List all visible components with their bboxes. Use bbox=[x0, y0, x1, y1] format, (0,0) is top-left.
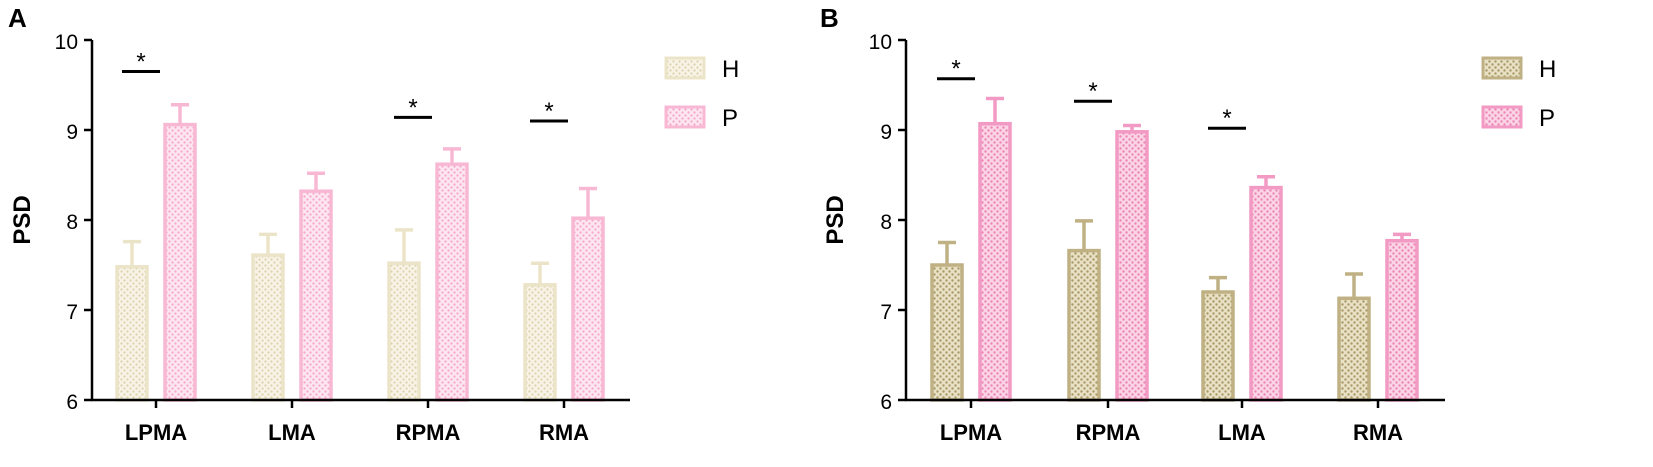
bar-p-rma bbox=[571, 216, 605, 402]
bar-p-lpma bbox=[978, 121, 1012, 402]
panel-a-xtick-label: RMA bbox=[539, 420, 589, 445]
panel-b-bars bbox=[930, 96, 1419, 402]
legend-label-h: H bbox=[722, 56, 739, 83]
bar-p-rma bbox=[1385, 238, 1419, 402]
bar-p-lma bbox=[1249, 185, 1283, 402]
bar-p-lpma bbox=[163, 122, 197, 402]
panel-b-ytick-label: 7 bbox=[880, 301, 892, 324]
significance-star-rpma: * bbox=[408, 94, 417, 121]
significance-star-rpma: * bbox=[1088, 78, 1097, 105]
panel-b-legend: H P bbox=[1481, 56, 1556, 132]
panel-a-bars bbox=[115, 103, 605, 402]
panel-b-xtick-label: RMA bbox=[1353, 420, 1403, 445]
panel-a: A PSD 6 7 8 9 10 LPMA LMA RPMA RMA bbox=[8, 3, 739, 445]
panel-a-ytick-label: 8 bbox=[66, 211, 78, 234]
panel-b-ytick-label: 9 bbox=[880, 121, 892, 144]
bar-h-lma bbox=[251, 253, 285, 402]
bar-p-rpma bbox=[1115, 130, 1149, 402]
bar-h-lpma bbox=[930, 263, 964, 402]
legend-label-p: P bbox=[1539, 105, 1555, 132]
bar-h-lma bbox=[1201, 290, 1235, 402]
legend-swatch-p bbox=[1481, 105, 1523, 129]
legend-label-h: H bbox=[1539, 56, 1556, 83]
panel-a-label: A bbox=[8, 3, 27, 33]
legend-swatch-h bbox=[1481, 56, 1523, 80]
panel-b-xtick-label: LPMA bbox=[940, 420, 1002, 445]
panel-a-ytick-labels: 6 7 8 9 10 bbox=[55, 31, 78, 414]
panel-a-ytick-label: 10 bbox=[55, 31, 78, 54]
panel-b-label: B bbox=[820, 3, 839, 33]
significance-star-lpma: * bbox=[951, 56, 960, 83]
panel-a-xtick-label: LMA bbox=[268, 420, 316, 445]
bar-p-lma bbox=[299, 189, 333, 402]
panel-a-axes bbox=[84, 38, 630, 408]
legend-swatch-p bbox=[664, 105, 706, 129]
legend-swatch-h bbox=[664, 56, 706, 80]
bar-h-rpma bbox=[1067, 248, 1101, 402]
panel-b-axes bbox=[898, 38, 1445, 408]
significance-star-lma: * bbox=[1222, 105, 1231, 132]
panel-a-ytick-label: 6 bbox=[66, 391, 78, 414]
panel-a-significance: * * * bbox=[122, 49, 568, 125]
panel-b-ytick-label: 8 bbox=[880, 211, 892, 234]
panel-b-xtick-labels: LPMA RPMA LMA RMA bbox=[940, 420, 1403, 445]
panel-b-ylabel: PSD bbox=[822, 195, 849, 244]
significance-star-rma: * bbox=[544, 98, 553, 125]
panel-a-xtick-label: LPMA bbox=[125, 420, 187, 445]
panel-a-xtick-label: RPMA bbox=[396, 420, 461, 445]
panel-a-ytick-label: 9 bbox=[66, 121, 78, 144]
bar-h-rma bbox=[1337, 296, 1371, 402]
panel-a-ylabel: PSD bbox=[9, 195, 36, 244]
bar-h-rpma bbox=[387, 261, 421, 402]
panel-a-ytick-label: 7 bbox=[66, 301, 78, 324]
significance-star-lpma: * bbox=[136, 49, 145, 76]
panel-a-legend: H P bbox=[664, 56, 739, 132]
bar-h-rma bbox=[523, 283, 557, 402]
panel-b-ytick-label: 6 bbox=[880, 391, 892, 414]
bar-p-rpma bbox=[435, 162, 469, 402]
panel-b-significance: * * * bbox=[937, 56, 1246, 132]
panel-b-ytick-labels: 6 7 8 9 10 bbox=[869, 31, 892, 414]
panel-b: B PSD 6 7 8 9 10 LPMA RPMA LMA RMA bbox=[820, 3, 1556, 445]
panel-a-xtick-labels: LPMA LMA RPMA RMA bbox=[125, 420, 589, 445]
panel-b-xtick-label: LMA bbox=[1218, 420, 1266, 445]
bar-h-lpma bbox=[115, 265, 149, 402]
panel-b-ytick-label: 10 bbox=[869, 31, 892, 54]
panel-b-xtick-label: RPMA bbox=[1076, 420, 1141, 445]
legend-label-p: P bbox=[722, 105, 738, 132]
